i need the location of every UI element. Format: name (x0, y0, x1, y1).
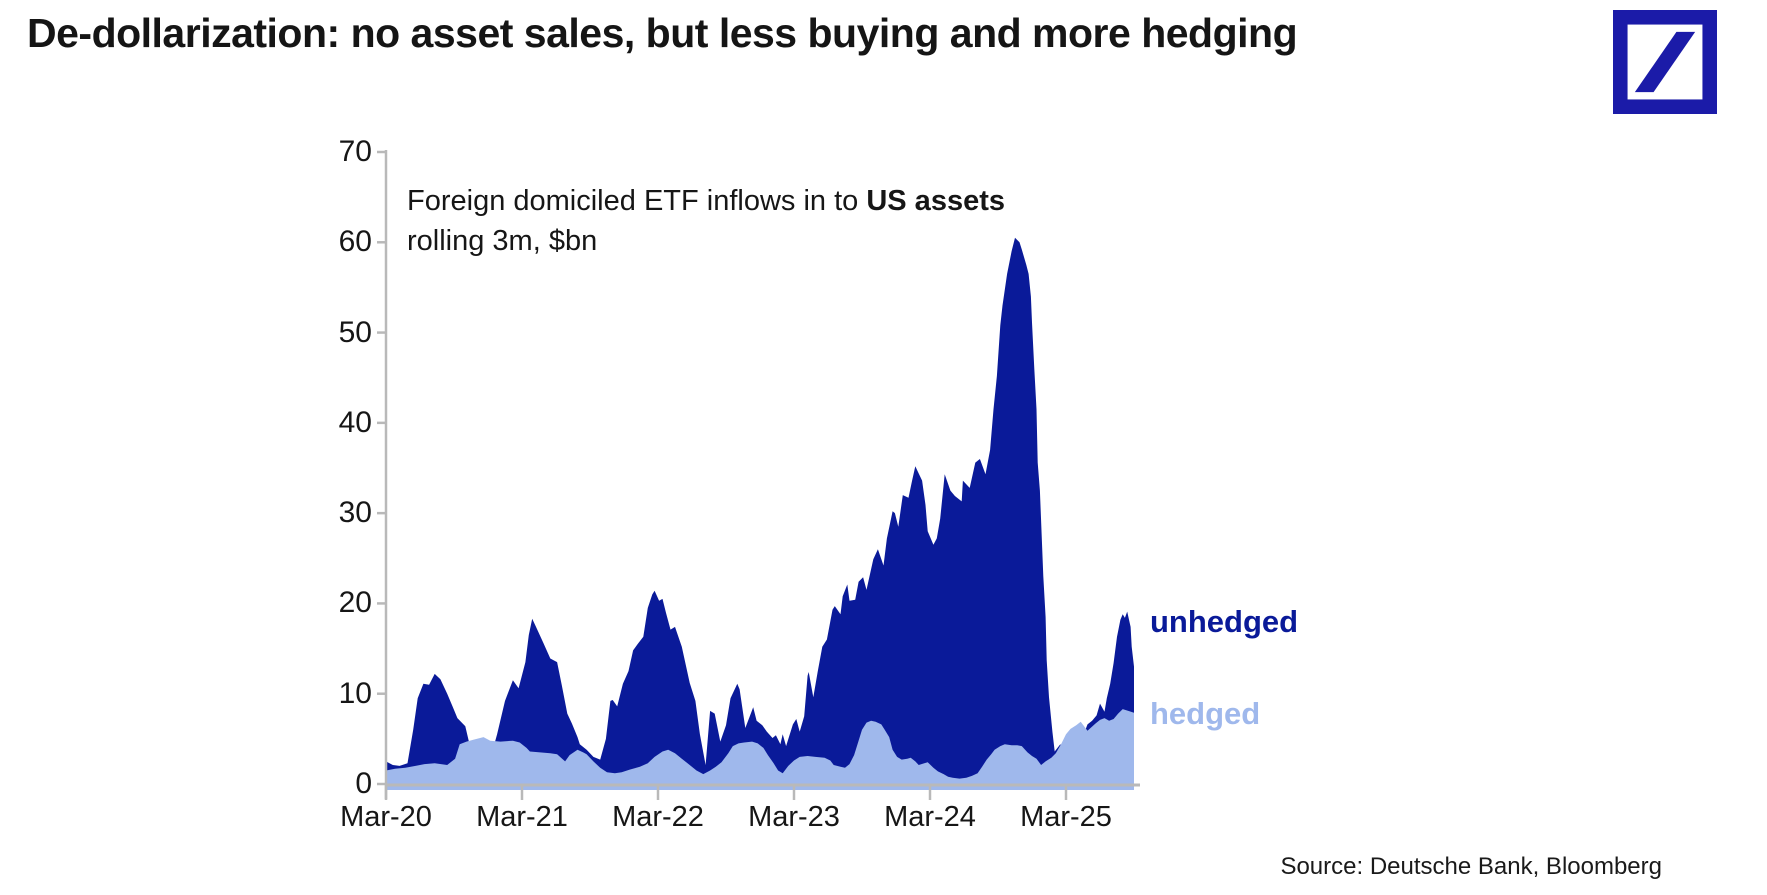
series-label-hedged: hedged (1150, 696, 1261, 731)
x-axis-tick-label: Mar-25 (1020, 801, 1112, 833)
x-axis-tick-label: Mar-23 (748, 801, 840, 833)
x-axis-ticks (384, 785, 1068, 800)
x-axis-tick-label: Mar-21 (476, 801, 568, 833)
page-title: De-dollarization: no asset sales, but le… (27, 10, 1298, 56)
x-axis-tick-label: Mar-22 (612, 801, 704, 833)
chart-annotation-line1-normal: Foreign domiciled ETF inflows in to (407, 185, 867, 217)
x-axis-tick-label: Mar-20 (340, 801, 432, 833)
chart-annotation-line2: rolling 3m, $bn (407, 225, 598, 257)
deutsche-bank-logo-svg (1613, 10, 1717, 114)
y-axis-tick-label: 70 (338, 135, 372, 168)
logo-slash (1634, 31, 1696, 93)
chart-annotation-line1-bold: US assets (866, 185, 1005, 217)
logo-frame (1613, 10, 1717, 114)
y-axis-tick-label: 20 (338, 586, 372, 620)
y-axis-ticks (377, 150, 386, 786)
y-axis-tick-label: 10 (338, 676, 372, 710)
unhedged-area (386, 237, 1134, 791)
source-caption: Source: Deutsche Bank, Bloomberg (1280, 853, 1662, 880)
y-axis-tick-label: 0 (355, 767, 372, 800)
series-label-unhedged: unhedged (1150, 604, 1299, 639)
x-axis-tick-label: Mar-24 (884, 801, 976, 833)
y-axis-tick-label: 30 (338, 496, 372, 530)
hedged-area (386, 709, 1134, 790)
y-axis-tick-label: 60 (338, 225, 372, 259)
chart-annotation: Foreign domiciled ETF inflows in to US a… (407, 181, 1005, 261)
y-axis-tick-label: 50 (338, 315, 372, 349)
chart-annotation-line1: Foreign domiciled ETF inflows in to US a… (407, 181, 1005, 221)
y-axis-tick-label: 40 (338, 405, 372, 439)
deutsche-bank-logo-icon (1612, 10, 1718, 114)
